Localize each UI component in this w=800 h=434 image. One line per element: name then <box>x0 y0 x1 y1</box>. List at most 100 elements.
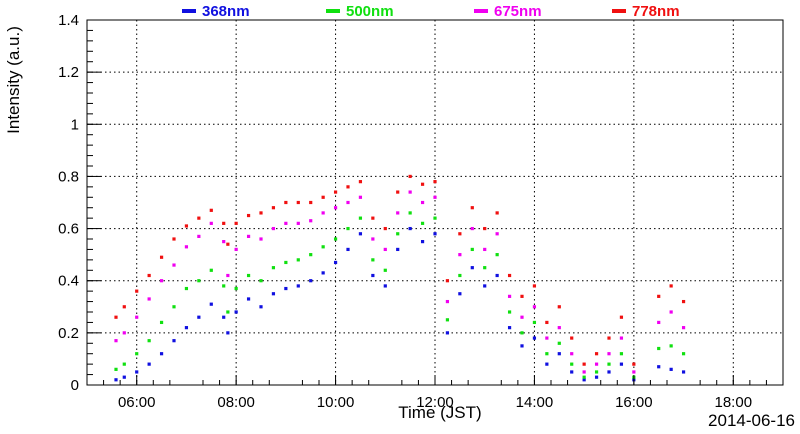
data-point-675nm <box>495 232 499 236</box>
data-point-368nm <box>594 375 599 379</box>
data-point-368nm <box>159 352 164 356</box>
y-tick-label: 0 <box>71 377 79 394</box>
data-point-500nm <box>172 305 176 309</box>
data-point-675nm <box>607 352 611 356</box>
data-point-500nm <box>582 375 586 379</box>
data-point-500nm <box>458 273 462 278</box>
data-point-368nm <box>226 331 230 335</box>
data-point-675nm <box>507 294 512 298</box>
data-point-368nm <box>607 370 611 374</box>
data-point-778nm <box>358 180 363 184</box>
data-point-368nm <box>333 260 338 265</box>
data-point-778nm <box>483 226 487 231</box>
data-point-778nm <box>396 190 400 194</box>
data-point-675nm <box>114 339 118 343</box>
data-point-675nm <box>226 273 230 278</box>
plot-frame <box>86 19 784 386</box>
data-point-675nm <box>619 336 624 340</box>
data-point-368nm <box>470 266 474 270</box>
data-point-778nm <box>445 279 450 283</box>
data-point-778nm <box>545 320 549 325</box>
data-point-368nm <box>259 305 263 309</box>
data-point-675nm <box>234 247 238 252</box>
data-point-500nm <box>209 268 213 272</box>
data-point-778nm <box>495 211 499 215</box>
data-point-500nm <box>309 253 313 257</box>
data-point-778nm <box>619 315 624 319</box>
data-point-778nm <box>594 352 599 356</box>
data-point-500nm <box>445 318 450 322</box>
data-point-500nm <box>114 367 118 371</box>
series-500nm <box>114 211 686 379</box>
data-point-675nm <box>383 247 387 252</box>
data-point-778nm <box>408 174 412 179</box>
data-point-675nm <box>333 206 338 210</box>
data-point-368nm <box>147 362 151 366</box>
data-point-675nm <box>520 315 524 319</box>
data-point-778nm <box>259 211 263 215</box>
data-point-368nm <box>358 232 363 236</box>
data-point-500nm <box>433 216 437 220</box>
legend-marker-500nm <box>326 9 340 13</box>
data-point-778nm <box>433 180 437 184</box>
axis-layer: 06:00 08:00 10:00 12:00 14:00 16:00 18:00 0 0.2 0… <box>58 12 784 411</box>
data-point-500nm <box>495 253 499 257</box>
data-point-675nm <box>681 326 686 330</box>
data-point-778nm <box>657 294 661 298</box>
data-point-675nm <box>296 221 300 225</box>
data-point-778nm <box>470 206 474 210</box>
data-point-778nm <box>147 273 151 278</box>
data-point-675nm <box>358 195 363 199</box>
data-point-675nm <box>657 320 661 325</box>
data-point-500nm <box>222 284 226 288</box>
data-point-778nm <box>669 284 673 288</box>
data-point-500nm <box>184 286 189 291</box>
data-point-500nm <box>135 352 139 356</box>
data-point-778nm <box>122 305 126 309</box>
y-tick-label: 0.4 <box>58 273 79 290</box>
data-point-500nm <box>545 352 549 356</box>
data-point-368nm <box>570 370 574 374</box>
data-point-500nm <box>383 268 387 272</box>
data-point-500nm <box>396 232 400 236</box>
data-point-368nm <box>114 378 118 382</box>
legend: 368nm 500nm 675nm 778nm <box>182 3 680 20</box>
data-point-675nm <box>135 315 139 319</box>
data-point-675nm <box>309 219 313 223</box>
data-point-675nm <box>222 240 226 244</box>
x-tick-label: 16:00 <box>615 394 653 411</box>
data-point-368nm <box>433 232 437 236</box>
data-point-675nm <box>284 221 288 225</box>
data-point-500nm <box>147 339 151 343</box>
data-point-368nm <box>172 339 176 343</box>
data-point-500nm <box>594 370 599 374</box>
data-point-778nm <box>507 273 512 278</box>
data-point-778nm <box>197 216 201 220</box>
data-point-368nm <box>371 273 375 278</box>
data-point-675nm <box>172 263 176 267</box>
data-point-778nm <box>226 242 230 246</box>
data-point-500nm <box>159 320 164 325</box>
data-point-368nm <box>520 344 524 348</box>
data-point-675nm <box>209 221 213 225</box>
data-point-778nm <box>346 185 350 189</box>
x-tick-label: 06:00 <box>118 394 156 411</box>
legend-label-675nm: 675nm <box>494 3 542 20</box>
data-point-778nm <box>172 237 176 241</box>
data-point-368nm <box>582 378 586 382</box>
data-point-778nm <box>114 315 118 319</box>
data-point-675nm <box>669 310 673 314</box>
data-point-778nm <box>246 213 251 218</box>
data-point-675nm <box>470 226 474 231</box>
data-point-368nm <box>284 286 288 291</box>
data-point-675nm <box>321 211 325 215</box>
series-675nm <box>114 190 686 374</box>
data-point-778nm <box>371 216 375 220</box>
data-point-675nm <box>346 200 350 205</box>
data-point-778nm <box>222 221 226 225</box>
data-point-500nm <box>371 258 375 262</box>
data-point-778nm <box>681 299 686 304</box>
legend-label-368nm: 368nm <box>202 3 250 20</box>
data-point-778nm <box>557 305 561 309</box>
